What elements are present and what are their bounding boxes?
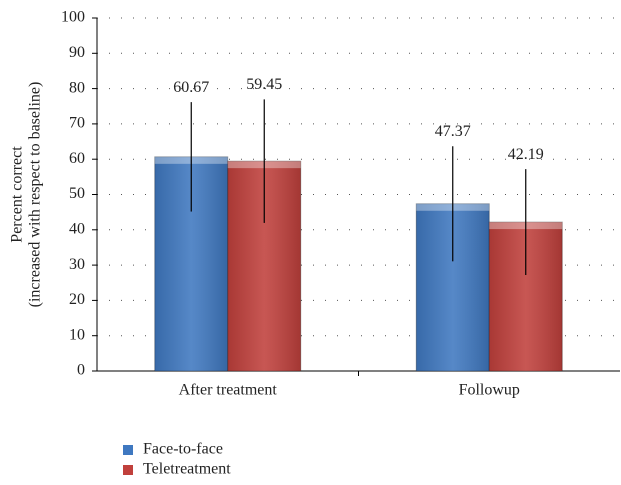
y-tick-label: 90 — [69, 44, 85, 61]
value-label: 59.45 — [246, 76, 282, 93]
y-tick-label: 10 — [69, 326, 85, 343]
value-label: 47.37 — [435, 123, 471, 140]
y-tick-label: 60 — [69, 150, 85, 167]
y-tick-label: 50 — [69, 185, 85, 202]
legend-swatch — [123, 465, 133, 475]
y-tick-label: 70 — [69, 115, 85, 132]
legend-swatch — [123, 445, 133, 455]
legend-label: Face-to-face — [143, 441, 223, 458]
value-label: 42.19 — [508, 146, 544, 163]
y-tick-label: 30 — [69, 256, 85, 273]
y-tick-label: 20 — [69, 291, 85, 308]
x-tick-label: Followup — [459, 382, 520, 399]
y-tick-label: 40 — [69, 220, 85, 237]
x-tick-label: After treatment — [179, 382, 278, 399]
legend-label: Teletreatment — [143, 461, 231, 478]
y-axis-label: Percent correct — [9, 146, 26, 243]
y-tick-label: 80 — [69, 79, 85, 96]
y-tick-label: 100 — [61, 9, 85, 26]
y-tick-label: 0 — [77, 362, 85, 379]
value-label: 60.67 — [173, 79, 209, 96]
y-axis-label: (increased with respect to baseline) — [27, 82, 44, 308]
